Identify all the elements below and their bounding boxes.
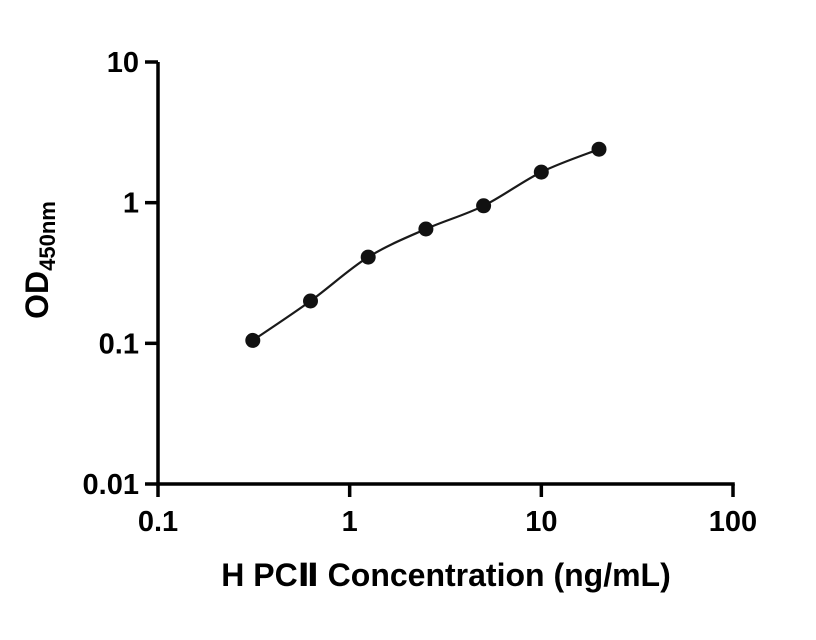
y-tick-label: 10: [107, 47, 139, 79]
data-point: [533, 164, 549, 180]
x-axis-title: H PCⅡ Concentration (ng/mL): [221, 557, 671, 593]
y-tick-label: 0.01: [83, 469, 139, 501]
plot-layer: 0.1 1 10 100 0.01 0.1 1 10: [83, 47, 758, 538]
x-tick-label: 10: [525, 506, 557, 538]
y-axis-title-main: OD: [19, 271, 55, 319]
data-point: [418, 221, 434, 237]
x-tick-label: 0.1: [138, 506, 178, 538]
y-axis-title-subscript: 450nm: [35, 201, 60, 271]
data-point: [476, 198, 492, 214]
data-point: [591, 141, 607, 157]
data-point: [303, 293, 318, 309]
x-tick-label: 1: [342, 506, 358, 538]
fit-curve: [252, 148, 600, 342]
y-axis-title: OD450nm: [19, 201, 60, 319]
data-point: [245, 332, 261, 348]
y-tick-label: 0.1: [99, 328, 139, 360]
x-tick-label: 100: [709, 506, 757, 538]
y-tick-label: 1: [123, 188, 139, 220]
data-point: [360, 249, 376, 265]
